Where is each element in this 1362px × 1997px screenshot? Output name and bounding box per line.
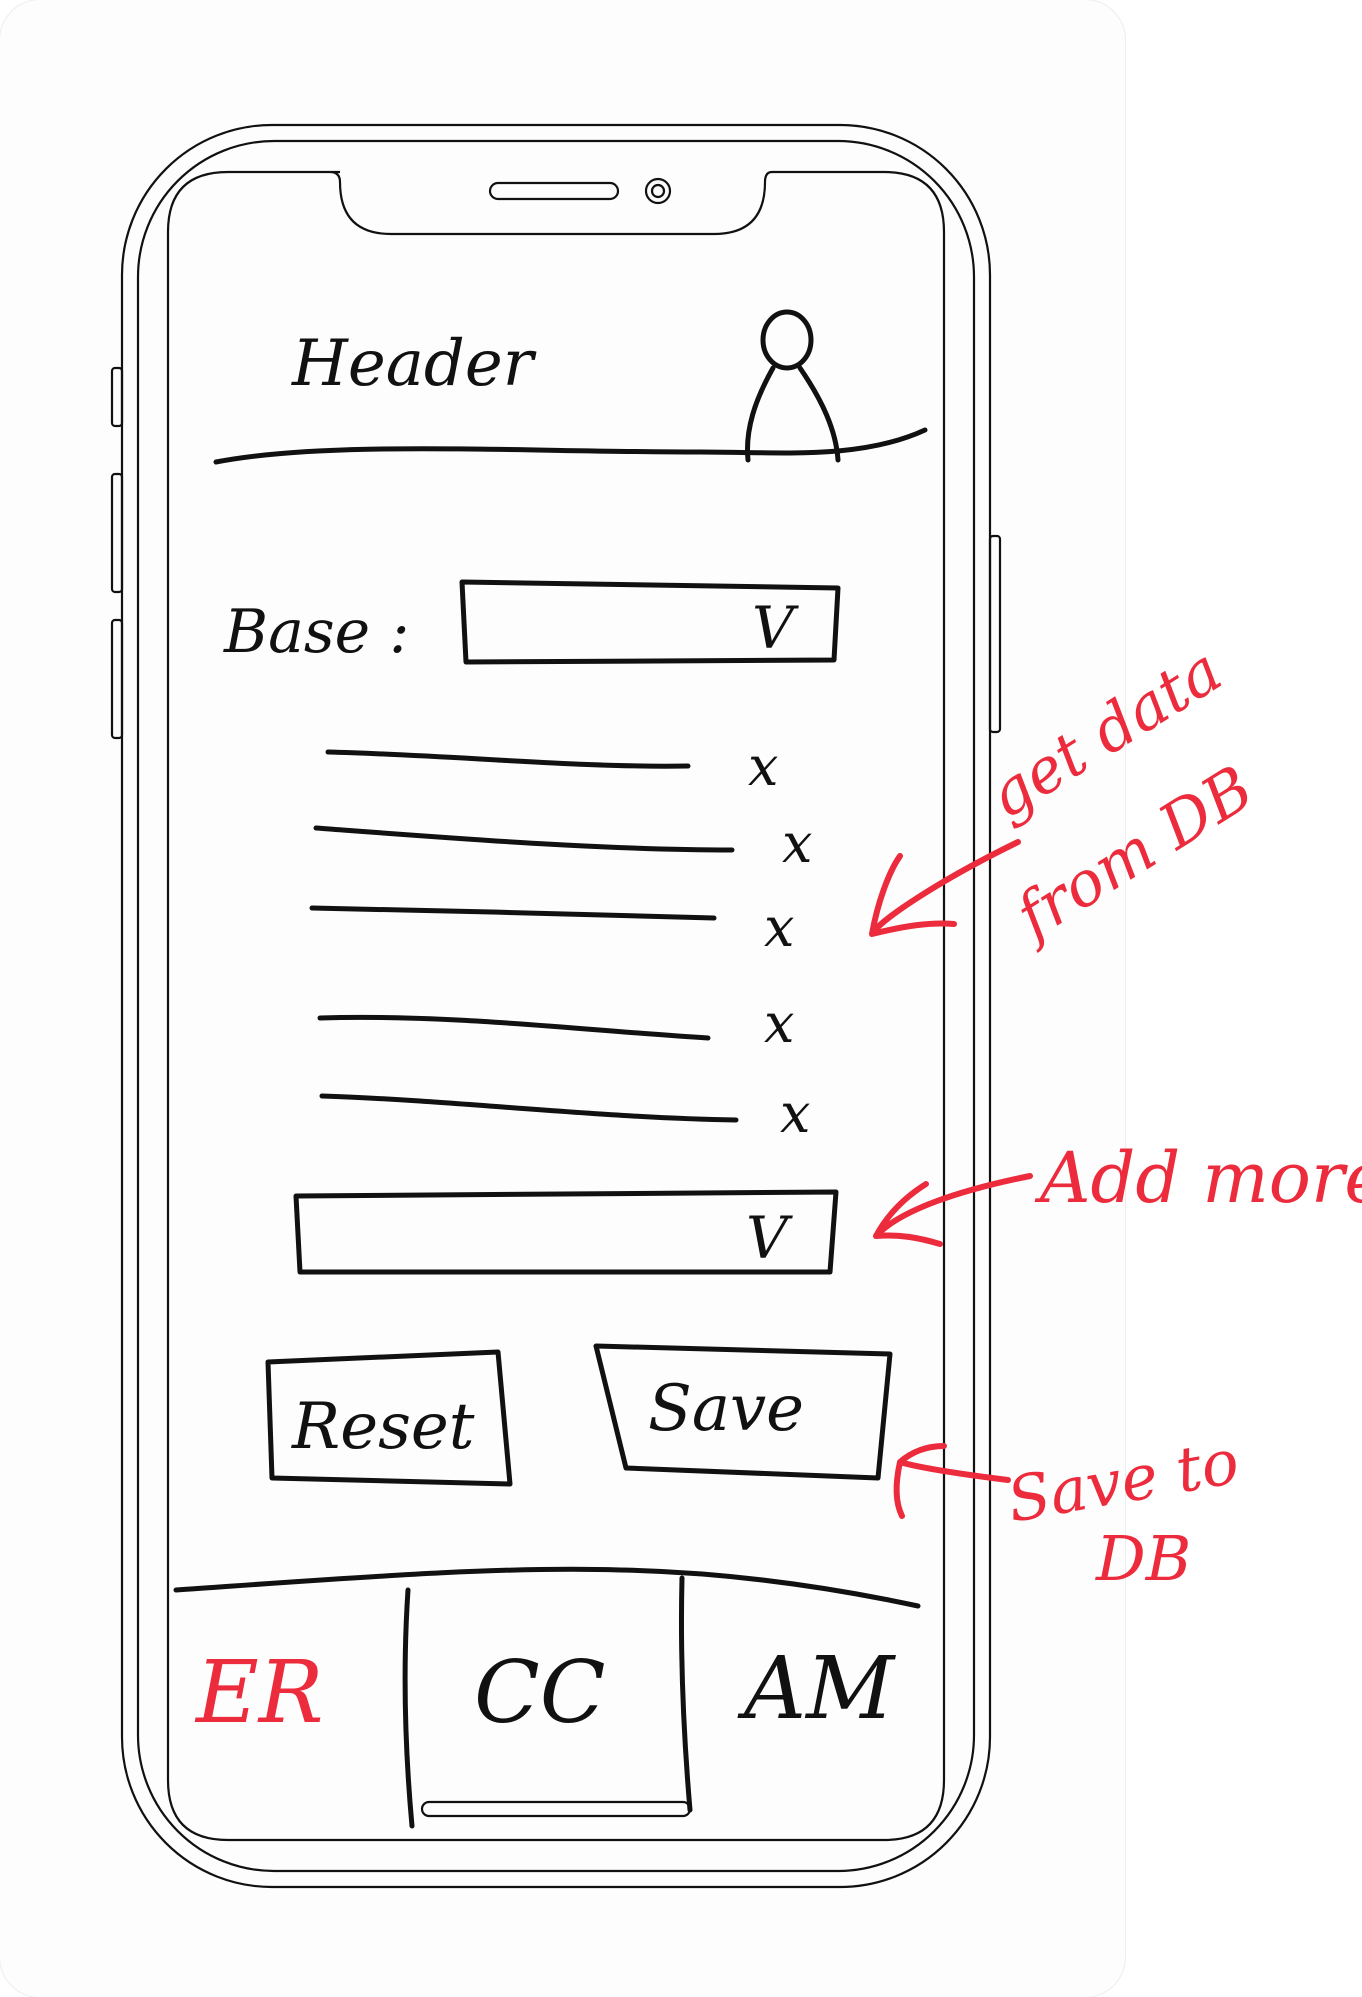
speaker-grille — [488, 181, 620, 201]
side-button-power — [988, 534, 1002, 734]
header-divider — [213, 427, 928, 465]
annotation-get-data: get data from DB — [869, 633, 1266, 955]
close-icon[interactable]: x — [782, 812, 812, 875]
list-item: x — [325, 735, 778, 798]
list-item: x — [319, 1082, 810, 1145]
base-select[interactable]: V — [459, 579, 841, 665]
close-icon[interactable]: x — [764, 896, 794, 959]
list-item: x — [309, 896, 794, 959]
base-label: Base : — [223, 597, 409, 667]
close-icon[interactable]: x — [764, 992, 794, 1055]
side-button-volume-up — [110, 472, 124, 594]
phone-frame — [110, 123, 1002, 1889]
list-item: x — [317, 992, 794, 1055]
phone-screen-outline — [166, 170, 946, 1842]
annotation-save-to-db-line2: DB — [1095, 1522, 1191, 1595]
save-button-label[interactable]: Save — [648, 1372, 804, 1446]
annotation-save-to-db-line1: Save to — [1002, 1424, 1244, 1536]
tab-separator — [402, 1587, 415, 1829]
chevron-down-icon[interactable]: V — [752, 594, 799, 662]
list-item: x — [313, 812, 812, 875]
arrow-icon — [869, 839, 1021, 937]
front-camera — [644, 177, 672, 205]
annotation-add-more: Add more — [873, 1137, 1362, 1247]
tab-cc[interactable]: CC — [474, 1643, 606, 1743]
reset-button-label[interactable]: Reset — [291, 1390, 475, 1464]
reset-button[interactable]: Reset — [265, 1349, 513, 1487]
tab-separator — [678, 1575, 693, 1813]
save-button[interactable]: Save — [593, 1343, 893, 1481]
arrow-icon — [893, 1443, 1011, 1519]
phone-outer-outline — [120, 123, 992, 1889]
tab-bar-divider — [173, 1566, 921, 1609]
sketch-card — [0, 0, 1125, 1997]
add-more-select[interactable]: V — [293, 1189, 839, 1275]
side-button-volume-down — [110, 618, 124, 740]
close-icon[interactable]: x — [748, 735, 778, 798]
front-camera-lens — [650, 183, 666, 199]
arrow-icon — [873, 1173, 1033, 1247]
annotation-add-more-text: Add more — [1034, 1137, 1362, 1219]
annotation-save-to-db: Save to DB — [893, 1424, 1244, 1595]
chevron-down-icon[interactable]: V — [746, 1204, 793, 1272]
side-button-mute — [110, 366, 124, 428]
person-icon[interactable] — [744, 309, 841, 463]
tab-er[interactable]: ER — [194, 1643, 324, 1743]
tab-am[interactable]: AM — [737, 1639, 896, 1739]
header-title: Header — [291, 327, 537, 401]
item-list: x x x x x — [309, 735, 812, 1145]
close-icon[interactable]: x — [780, 1082, 810, 1145]
home-indicator — [420, 1800, 692, 1818]
phone-inner-outline — [136, 139, 976, 1873]
